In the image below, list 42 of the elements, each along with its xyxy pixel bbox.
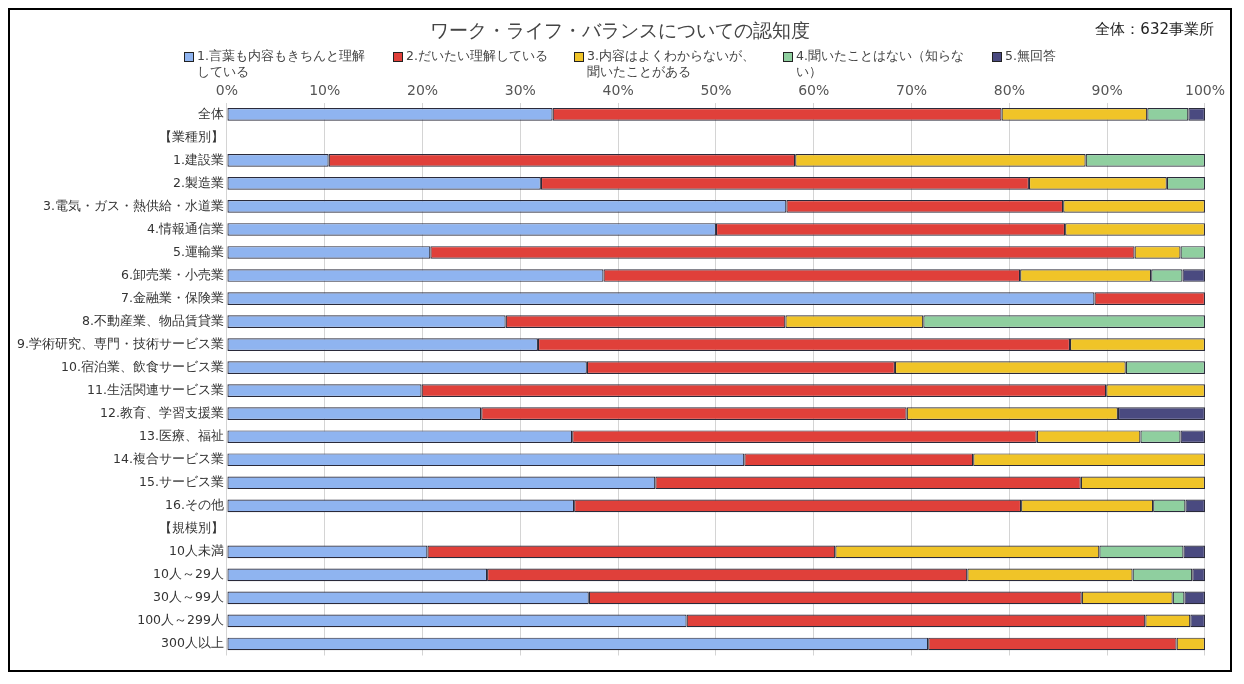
y-tick-label: 【業種別】: [158, 128, 224, 144]
y-tick-label: 8.不動産業、物品賃貸業: [81, 312, 224, 328]
y-tick-label: 5.運輸業: [172, 243, 224, 259]
text: 全体：632事業所: [1095, 20, 1214, 39]
y-tick-label: 13.医療、福祉: [139, 427, 224, 443]
x-tick-label: 90%: [1091, 82, 1123, 99]
legend-label: 3.内容はよくわからないが、聞いたことがある: [587, 48, 756, 80]
legend-label: 4.聞いたことはない（知らない）: [796, 48, 965, 80]
x-tick-label: 100%: [1184, 82, 1225, 99]
x-tick-label: 10%: [309, 82, 341, 99]
y-tick-label: 1.建設業: [172, 151, 224, 167]
y-tick-label: 14.複合サービス業: [113, 451, 224, 466]
legend-label: 5.無回答: [1005, 48, 1056, 64]
y-tick-label: 12.教育、学習支援業: [100, 404, 224, 420]
y-tick-label: 3.電気・ガス・熱供給・水道業: [42, 197, 224, 213]
y-tick-label: 300人以上: [161, 635, 224, 651]
y-tick-label: 2.製造業: [172, 174, 224, 190]
y-tick-label: 100人～299人: [137, 612, 224, 628]
y-tick-label: 10人～29人: [153, 566, 224, 582]
legend-label: 1.言葉も内容もきちんと理解している: [197, 48, 366, 80]
y-tick-label: 6.卸売業・小売業: [120, 266, 224, 282]
y-tick-label: 10.宿泊業、飲食サービス業: [61, 358, 224, 374]
legend-label: 2.だいたい理解している: [406, 48, 548, 64]
x-tick-label: 80%: [993, 82, 1025, 99]
y-tick-label: 全体: [197, 105, 224, 121]
x-tick-label: 40%: [602, 82, 634, 99]
y-tick-label: 15.サービス業: [139, 474, 224, 490]
y-tick-label: 11.生活関連サービス業: [87, 381, 224, 397]
x-tick-label: 30%: [504, 82, 536, 99]
x-tick-label: 60%: [798, 82, 830, 99]
y-tick-label: 10人未満: [169, 543, 224, 559]
y-tick-label: 7.金融業・保険業: [120, 289, 224, 305]
x-tick-label: 50%: [700, 82, 732, 99]
y-tick-label: 30人～99人: [153, 589, 224, 605]
y-tick-label: 4.情報通信業: [146, 220, 224, 236]
y-tick-label: 9.学術研究、専門・技術サービス業: [16, 335, 224, 351]
y-tick-label: 【規模別】: [158, 520, 224, 536]
y-tick-label: 16.その他: [165, 497, 224, 513]
x-tick-label: 0%: [215, 82, 239, 99]
chart-title: ワーク・ライフ・バランスについての認知度: [430, 19, 810, 41]
x-tick-label: 70%: [896, 82, 928, 99]
x-tick-label: 20%: [406, 82, 439, 99]
